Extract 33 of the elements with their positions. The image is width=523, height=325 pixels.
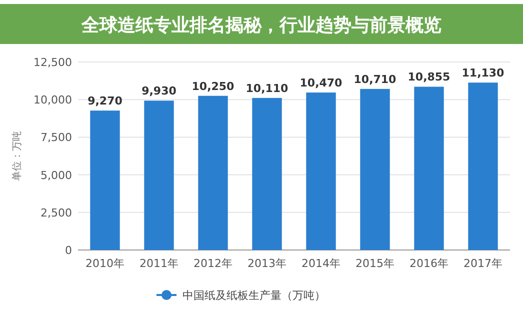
y-tick-label: 12,500 — [34, 56, 72, 69]
bar — [90, 110, 120, 250]
y-tick-label: 10,000 — [34, 94, 72, 107]
bar — [414, 86, 444, 250]
chart-title: 全球造纸专业排名揭秘，行业趋势与前景概览 — [80, 15, 442, 36]
x-tick-label: 2010年 — [86, 257, 124, 270]
data-label: 10,710 — [354, 72, 397, 86]
data-label: 10,250 — [192, 80, 235, 93]
x-tick-label: 2015年 — [356, 257, 394, 270]
data-label: 10,855 — [408, 70, 450, 84]
y-axis-title: 单位：万吨 — [11, 131, 23, 181]
y-tick-label: 5,000 — [40, 168, 72, 182]
bar — [144, 100, 174, 250]
bar — [468, 82, 498, 250]
x-tick-label: 2016年 — [410, 257, 448, 270]
y-tick-label: 2,500 — [40, 206, 72, 220]
data-label: 9,270 — [88, 94, 123, 108]
bar — [198, 96, 228, 250]
data-label: 11,130 — [462, 66, 505, 80]
data-label: 10,470 — [300, 76, 343, 90]
x-tick-label: 2017年 — [464, 257, 502, 270]
bar — [360, 88, 390, 250]
y-tick-label: 7,500 — [40, 131, 72, 144]
x-tick-label: 2013年 — [248, 257, 286, 270]
bar — [252, 98, 282, 250]
data-label: 9,930 — [142, 84, 177, 98]
y-tick-label: 0 — [65, 244, 72, 257]
x-tick-label: 2011年 — [140, 257, 178, 270]
data-label: 10,110 — [246, 82, 289, 95]
x-tick-label: 2014年 — [302, 257, 340, 270]
x-tick-label: 2012年 — [194, 257, 232, 270]
legend-label: 中国纸及纸板生产量（万吨） — [182, 289, 326, 302]
bar — [306, 92, 336, 250]
